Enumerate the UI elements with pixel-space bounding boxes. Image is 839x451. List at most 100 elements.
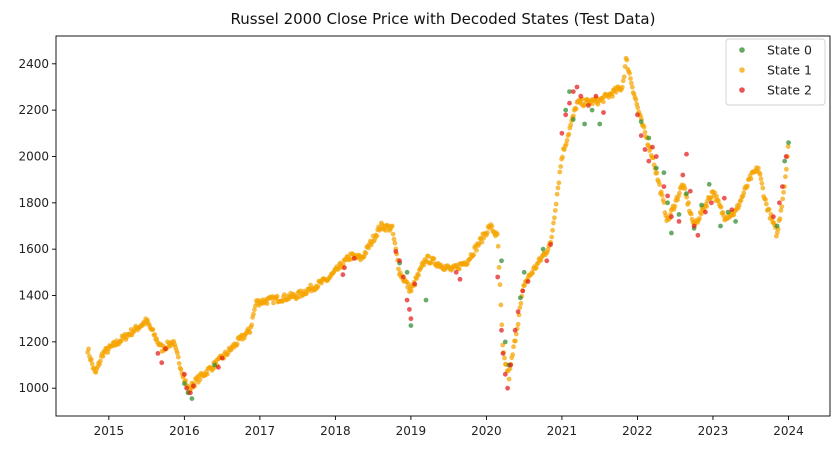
state-0-point — [540, 246, 546, 252]
state-1-point — [552, 215, 557, 221]
state-0-point — [582, 121, 587, 127]
state-2-point — [601, 110, 606, 115]
state-2-point — [340, 272, 346, 278]
state-1-point — [274, 293, 280, 299]
state-1-point — [672, 203, 678, 209]
state-1-point — [556, 180, 562, 186]
x-tick-label: 2024 — [773, 424, 804, 438]
state-1-point — [176, 361, 182, 366]
state-2-point — [777, 200, 782, 206]
chart-title: Russel 2000 Close Price with Decoded Sta… — [231, 10, 656, 28]
state-1-point — [264, 301, 270, 306]
state-2-point — [407, 307, 412, 312]
state-1-point — [682, 186, 688, 192]
state-1-point — [568, 122, 574, 128]
state-1-point — [781, 189, 786, 195]
state-1-point — [780, 196, 786, 202]
state-1-point — [779, 204, 785, 210]
state-1-point — [98, 358, 103, 364]
state-0-point — [404, 269, 410, 275]
state-2-point — [691, 223, 697, 229]
state-1-point — [511, 344, 516, 350]
state-1-point — [515, 321, 521, 327]
state-1-point — [363, 250, 369, 256]
state-0-point — [182, 381, 187, 386]
state-1-point — [88, 357, 94, 362]
state-2-point — [563, 112, 569, 118]
state-1-point — [684, 194, 690, 200]
state-2-point — [525, 279, 531, 284]
y-tick-label: 1000 — [18, 381, 49, 395]
legend-marker — [739, 67, 745, 73]
state-0-point — [518, 295, 523, 301]
state-1-point — [175, 350, 180, 356]
state-1-point — [456, 266, 462, 272]
state-0-point — [570, 117, 576, 122]
state-1-point — [763, 197, 768, 203]
state-1-point — [661, 200, 667, 206]
state-1-point — [755, 165, 761, 171]
state-1-point — [366, 245, 371, 251]
state-1-point — [686, 200, 691, 206]
state-0-point — [408, 323, 414, 328]
state-1-point — [518, 301, 524, 306]
state-1-point — [698, 211, 704, 217]
state-2-point — [457, 276, 463, 282]
state-1-point — [247, 330, 253, 335]
state-0-point — [638, 119, 644, 125]
x-tick-label: 2015 — [94, 424, 125, 438]
state-1-point — [745, 183, 750, 189]
state-1-point — [741, 190, 747, 196]
state-2-point — [453, 269, 459, 275]
state-1-point — [498, 302, 504, 308]
state-1-point — [613, 89, 619, 95]
state-1-point — [758, 176, 764, 182]
x-tick-label: 2022 — [622, 424, 653, 438]
state-1-point — [633, 97, 639, 103]
state-1-point — [474, 247, 479, 253]
x-tick-label: 2023 — [698, 424, 729, 438]
state-1-point — [421, 262, 427, 268]
state-1-point — [204, 371, 210, 377]
state-1-point — [251, 311, 256, 317]
state-1-point — [554, 191, 560, 197]
state-0-point — [774, 223, 780, 229]
state-0-point — [699, 202, 704, 208]
state-2-point — [159, 360, 165, 366]
state-1-point — [628, 76, 633, 81]
state-1-point — [748, 176, 754, 182]
y-tick-label: 2000 — [18, 149, 49, 163]
y-tick-label: 1600 — [18, 242, 49, 256]
state-1-point — [234, 341, 240, 347]
state-1-point — [764, 201, 769, 207]
x-axis: 2015 2016 2017 2018 2019 2020 2021 2022 2023 2024 — [94, 416, 804, 438]
state-1-point — [558, 164, 564, 169]
state-2-point — [163, 346, 168, 352]
state-1-point — [619, 84, 625, 90]
state-2-point — [408, 316, 414, 322]
state-2-point — [188, 390, 193, 396]
state-1-point — [785, 144, 791, 149]
state-0-point — [669, 230, 674, 236]
state-1-point — [677, 190, 682, 196]
state-0-point — [706, 181, 712, 187]
x-tick-label: 2018 — [320, 424, 351, 438]
state-2-point — [505, 385, 510, 391]
state-0-point — [718, 223, 723, 229]
state-1-point — [704, 203, 709, 209]
state-2-point — [567, 100, 572, 106]
state-2-point — [219, 355, 225, 361]
state-1-point — [774, 233, 779, 239]
legend-label: State 2 — [767, 83, 812, 98]
state-1-point — [175, 354, 181, 360]
state-1-point — [249, 322, 255, 328]
state-1-point — [86, 346, 91, 352]
state-1-point — [502, 355, 507, 361]
state-2-point — [593, 93, 599, 99]
state-1-point — [620, 78, 626, 84]
state-1-point — [675, 197, 680, 203]
state-1-point — [641, 124, 647, 130]
state-2-point — [397, 258, 402, 264]
state-2-point — [709, 200, 714, 206]
